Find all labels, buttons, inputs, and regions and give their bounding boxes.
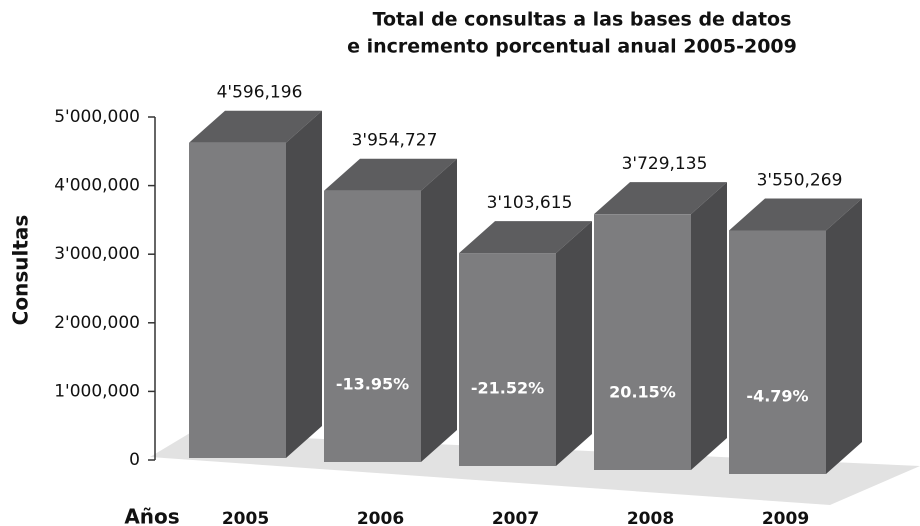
bar-side (421, 158, 457, 462)
x-tick-label: 2009 (762, 509, 809, 526)
bar (324, 190, 421, 462)
y-tick-label: 2'000,000 (54, 313, 140, 333)
x-axis-label: Años (124, 505, 179, 526)
bar-side (286, 110, 322, 458)
x-tick-label: 2007 (492, 509, 539, 526)
value-label: 3'103,615 (487, 193, 573, 213)
bar-side (556, 221, 592, 466)
x-tick-label: 2005 (222, 509, 269, 526)
bar-side (691, 182, 727, 470)
value-label: 3'954,727 (352, 131, 438, 151)
bar (459, 253, 556, 466)
bar-top (594, 182, 727, 215)
bar (594, 214, 691, 470)
percent-label: 20.15% (609, 383, 676, 402)
x-tick-label: 2008 (627, 509, 674, 526)
percent-label: -13.95% (336, 375, 409, 394)
bar (729, 230, 826, 474)
value-label: 4'596,196 (217, 83, 303, 103)
bar-top (459, 221, 592, 254)
bar (189, 142, 286, 458)
bar-top (729, 198, 862, 231)
bar-top (324, 158, 457, 191)
bar-side (826, 198, 862, 475)
value-label: 3'729,135 (622, 154, 708, 174)
percent-label: -21.52% (471, 379, 544, 398)
chart-title: Total de consultas a las bases de datos (373, 9, 792, 31)
y-tick-label: 4'000,000 (54, 176, 140, 196)
y-tick-label: 3'000,000 (54, 244, 140, 264)
y-tick-label: 5'000,000 (54, 107, 140, 127)
percent-label: -4.79% (746, 387, 808, 406)
chart-subtitle: e incremento porcentual anual 2005-2009 (347, 36, 797, 58)
y-axis-label: Consultas (9, 215, 33, 326)
x-tick-label: 2006 (357, 509, 404, 526)
value-label: 3'550,269 (757, 170, 843, 190)
bar-top (189, 110, 322, 143)
y-tick-label: 0 (129, 450, 140, 470)
y-tick-label: 1'000,000 (54, 381, 140, 401)
